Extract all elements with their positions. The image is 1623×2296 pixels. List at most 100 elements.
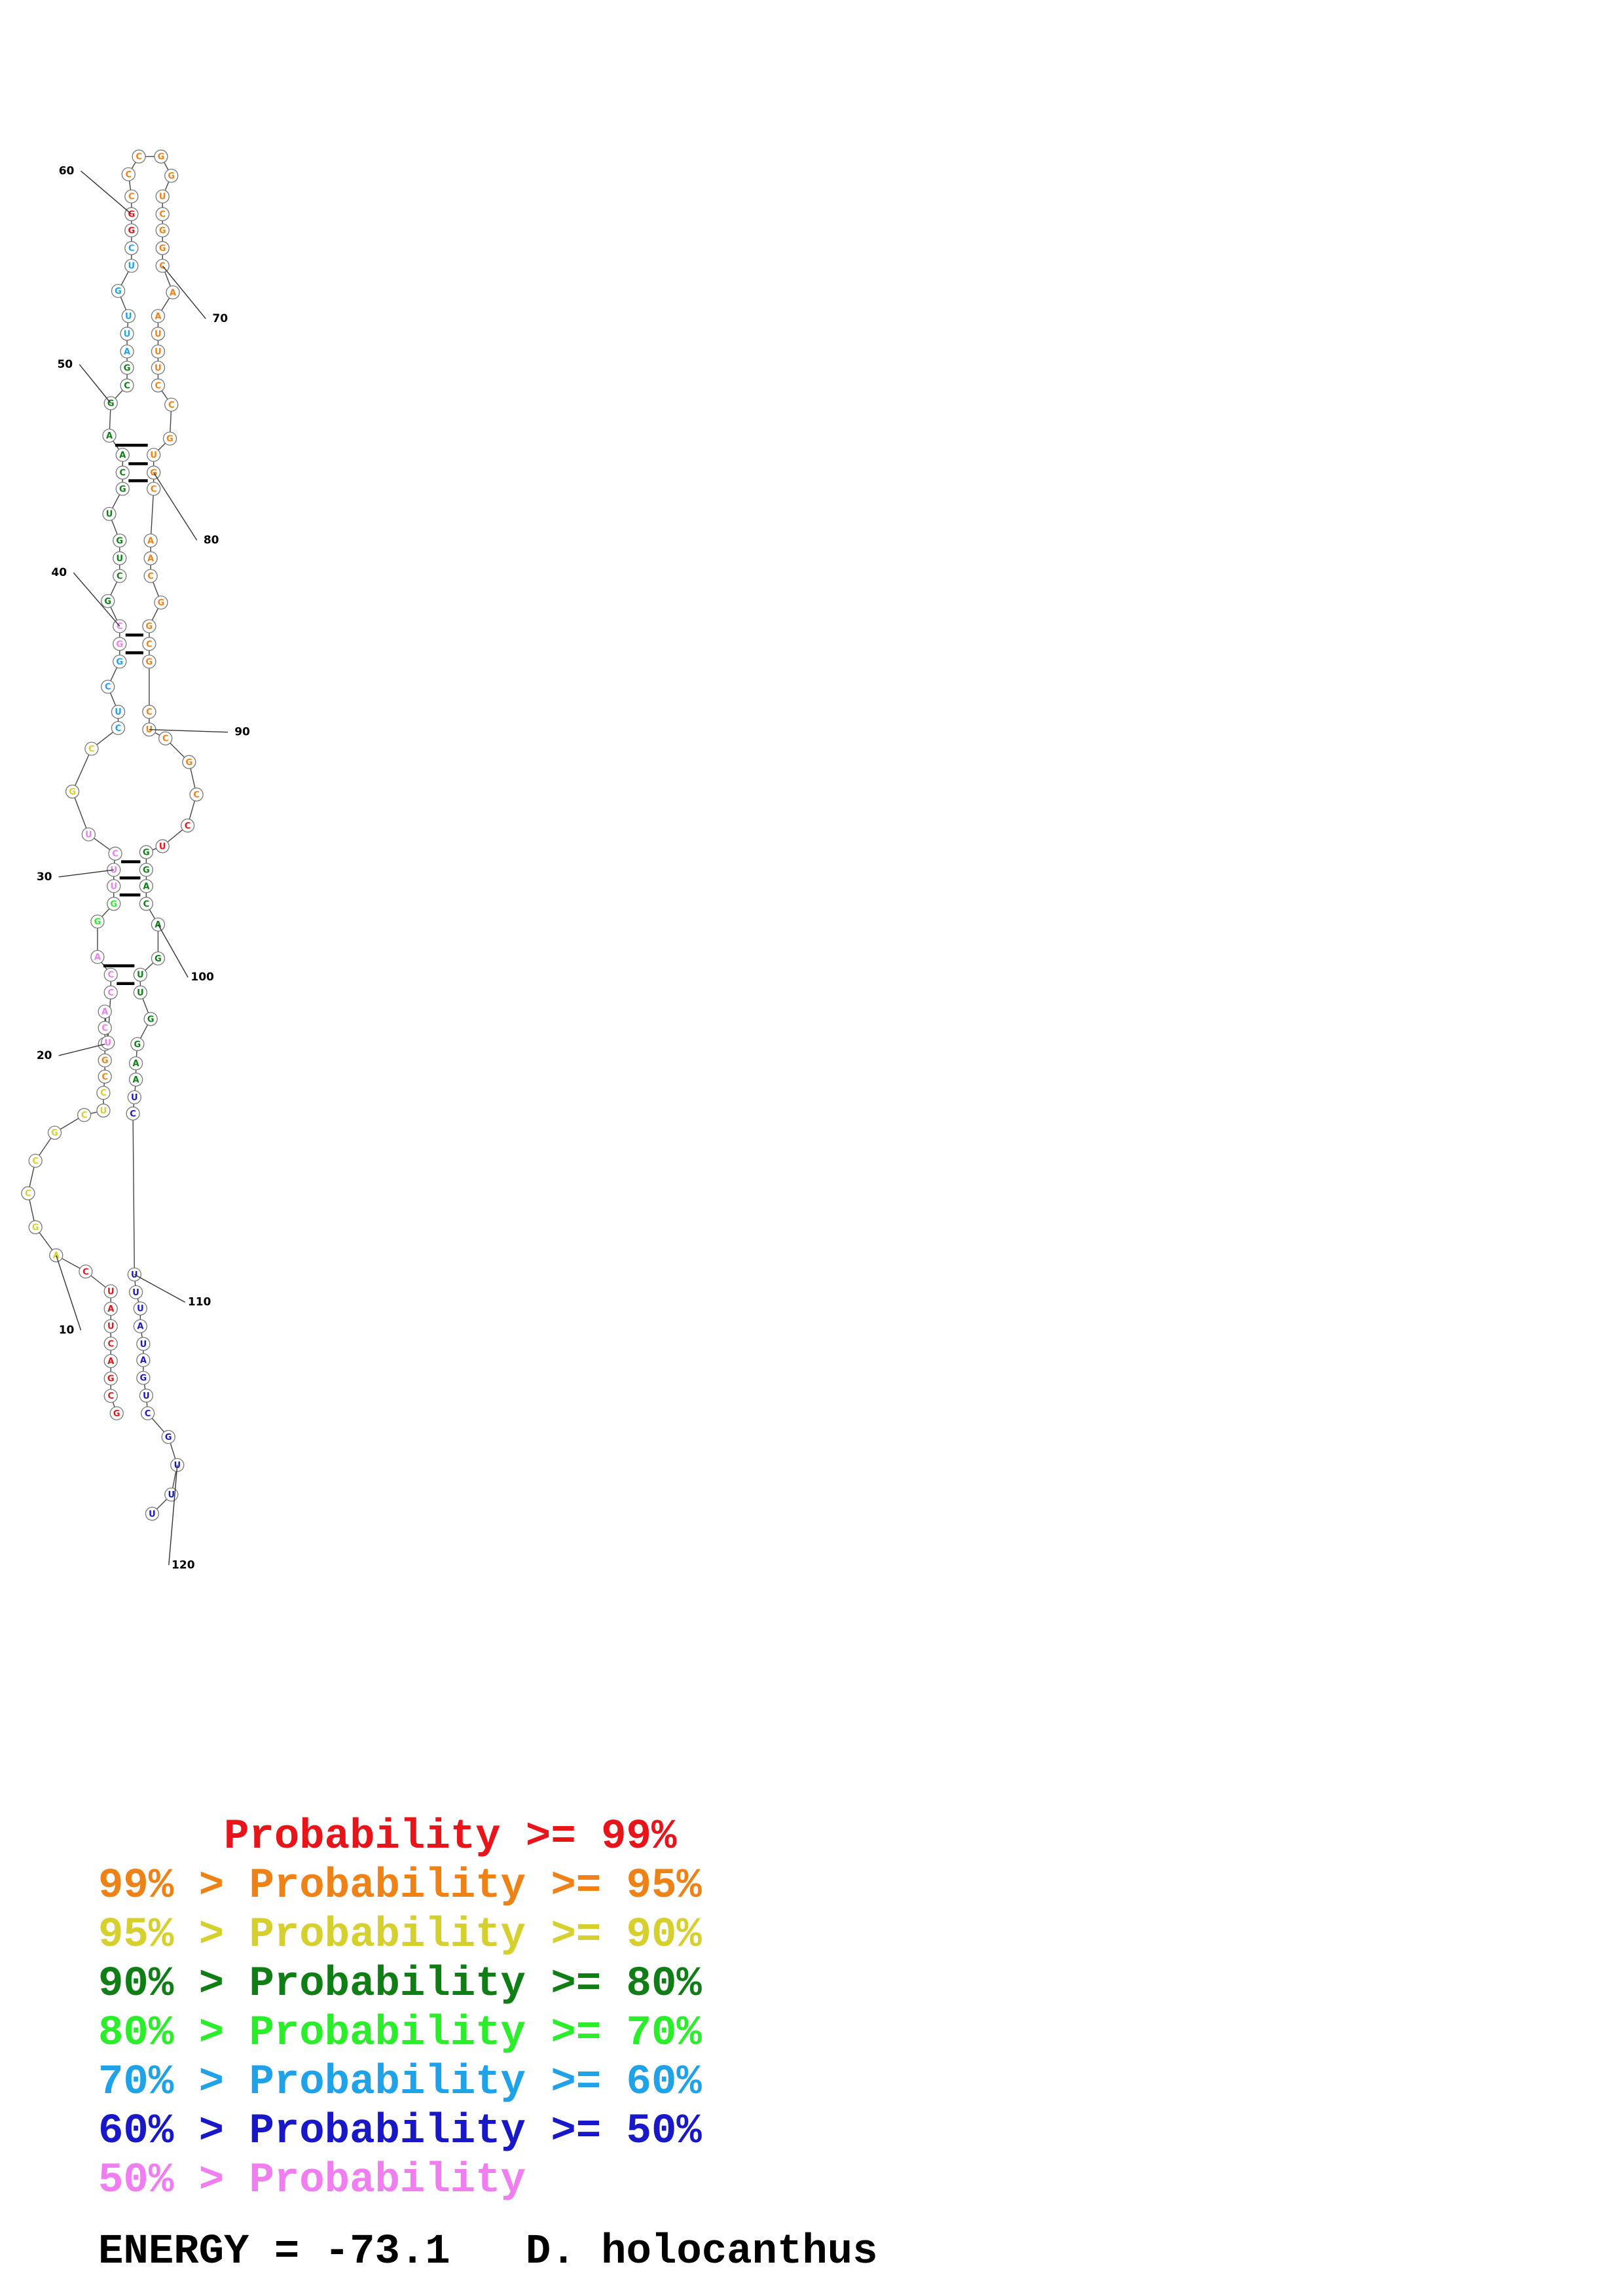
nucleotide-letter: C [117, 622, 123, 632]
nucleotide: C [121, 167, 136, 181]
nucleotide-letter: C [112, 850, 119, 859]
position-leader-line [79, 364, 111, 404]
nucleotide-circle [98, 1053, 112, 1067]
nucleotide: G [164, 168, 179, 183]
nucleotide-letter: U [137, 988, 144, 998]
nucleotide: G [151, 951, 166, 966]
nucleotide-circle [164, 397, 179, 412]
nucleotide: U [121, 309, 136, 323]
nucleotide-circle [151, 344, 166, 359]
nucleotide-letter: G [69, 787, 76, 797]
nucleotide: G [139, 863, 154, 877]
nucleotide-circle [133, 1319, 148, 1333]
nucleotide-letter: A [147, 554, 154, 564]
nucleotide-letter: U [110, 866, 117, 876]
nucleotide: U [113, 551, 127, 565]
nucleotide-letter: A [140, 1356, 147, 1366]
nucleotide-letter: C [107, 1339, 114, 1349]
nucleotide: U [151, 327, 166, 341]
position-label: 60 [59, 164, 75, 177]
nucleotide: U [133, 967, 148, 982]
nucleotide: C [103, 1389, 118, 1403]
position-label: 70 [212, 312, 228, 325]
nucleotide: C [151, 378, 166, 393]
nucleotide: C [155, 207, 170, 221]
nucleotide-circle [28, 1153, 43, 1168]
nucleotide: U [120, 327, 134, 341]
nucleotide-circle [139, 1388, 154, 1403]
nucleotide: G [142, 619, 156, 634]
nucleotide-circle [133, 1301, 148, 1316]
nucleotide: C [147, 482, 161, 496]
nucleotide-circle [133, 985, 148, 999]
nucleotide: U [136, 1336, 151, 1351]
nucleotide-letter: G [51, 1128, 58, 1138]
nucleotide-circle [120, 344, 134, 359]
nucleotide-letter: C [128, 192, 135, 202]
nucleotide-letter: U [143, 1391, 150, 1401]
nucleotide-circle [151, 361, 166, 375]
nucleotide: C [143, 569, 158, 583]
nucleotide: G [142, 655, 156, 669]
position-leader-line [73, 572, 120, 627]
nucleotide: A [136, 1353, 151, 1367]
position-leader-line [149, 728, 228, 733]
nucleotide: C [164, 397, 179, 412]
nucleotide-letter: U [115, 708, 122, 717]
nucleotide: G [103, 1371, 118, 1386]
nucleotide-letter: G [32, 1223, 39, 1233]
nucleotide: U [111, 704, 126, 719]
nucleotide-circle [107, 897, 121, 911]
nucleotide-circle [142, 655, 156, 669]
nucleotide-letter: C [101, 1024, 108, 1033]
nucleotide-letter: U [137, 971, 144, 980]
nucleotide-circle [124, 259, 139, 273]
nucleotide-letter: C [82, 1267, 89, 1277]
nucleotide: C [77, 1107, 92, 1122]
nucleotide: A [98, 1004, 112, 1019]
nucleotide-letter: A [107, 1304, 114, 1314]
nucleotide: C [139, 897, 154, 911]
nucleotide-circle [133, 967, 148, 982]
nucleotide-letter: U [155, 329, 162, 339]
nucleotide-circle [102, 428, 117, 443]
nucleotide-circle [81, 827, 96, 842]
nucleotide-circle [98, 1004, 112, 1019]
position-leader-line [81, 170, 132, 215]
energy-footer: ENERGY = -73.1 D. holocanthus [98, 2229, 878, 2276]
nucleotide-letter: C [107, 971, 114, 980]
nucleotide: A [133, 1319, 148, 1333]
nucleotide-letter: A [133, 1075, 139, 1085]
nucleotide: U [107, 879, 121, 893]
nucleotide: G [111, 283, 126, 298]
nucleotide-circle [113, 655, 127, 669]
nucleotide-circle [121, 309, 136, 323]
nucleotide-circle [155, 839, 170, 853]
nucleotide-letter: U [159, 192, 166, 202]
nucleotide-circle [164, 168, 179, 183]
nucleotide-circle [128, 1056, 143, 1071]
legend-row-0: Probability >= 99% [224, 1814, 677, 1861]
nucleotide-letter: U [132, 1288, 139, 1298]
nucleotide: C [142, 704, 156, 719]
nucleotide-circle [121, 167, 136, 181]
nucleotide-circle [151, 951, 166, 966]
nucleotide-letter: U [146, 725, 153, 735]
nucleotide-circle [107, 879, 121, 893]
nucleotide: G [65, 784, 80, 799]
nucleotide-circle [142, 619, 156, 634]
nucleotide-circle [47, 1126, 62, 1140]
nucleotide-circle [113, 533, 127, 548]
backbone-segment [150, 488, 155, 541]
nucleotide-circle [111, 704, 126, 719]
legend-row-2: 95% > Probability >= 90% [98, 1912, 702, 1959]
nucleotide: C [103, 1336, 118, 1351]
nucleotide-letter: A [137, 1322, 143, 1332]
nucleotide: C [103, 985, 118, 999]
nucleotide: C [101, 679, 115, 694]
nucleotide: U [133, 985, 148, 999]
nucleotide-circle [154, 149, 168, 164]
nucleotide: U [103, 1284, 118, 1299]
nucleotide-letter: G [116, 536, 123, 546]
nucleotide-letter: G [185, 758, 192, 768]
